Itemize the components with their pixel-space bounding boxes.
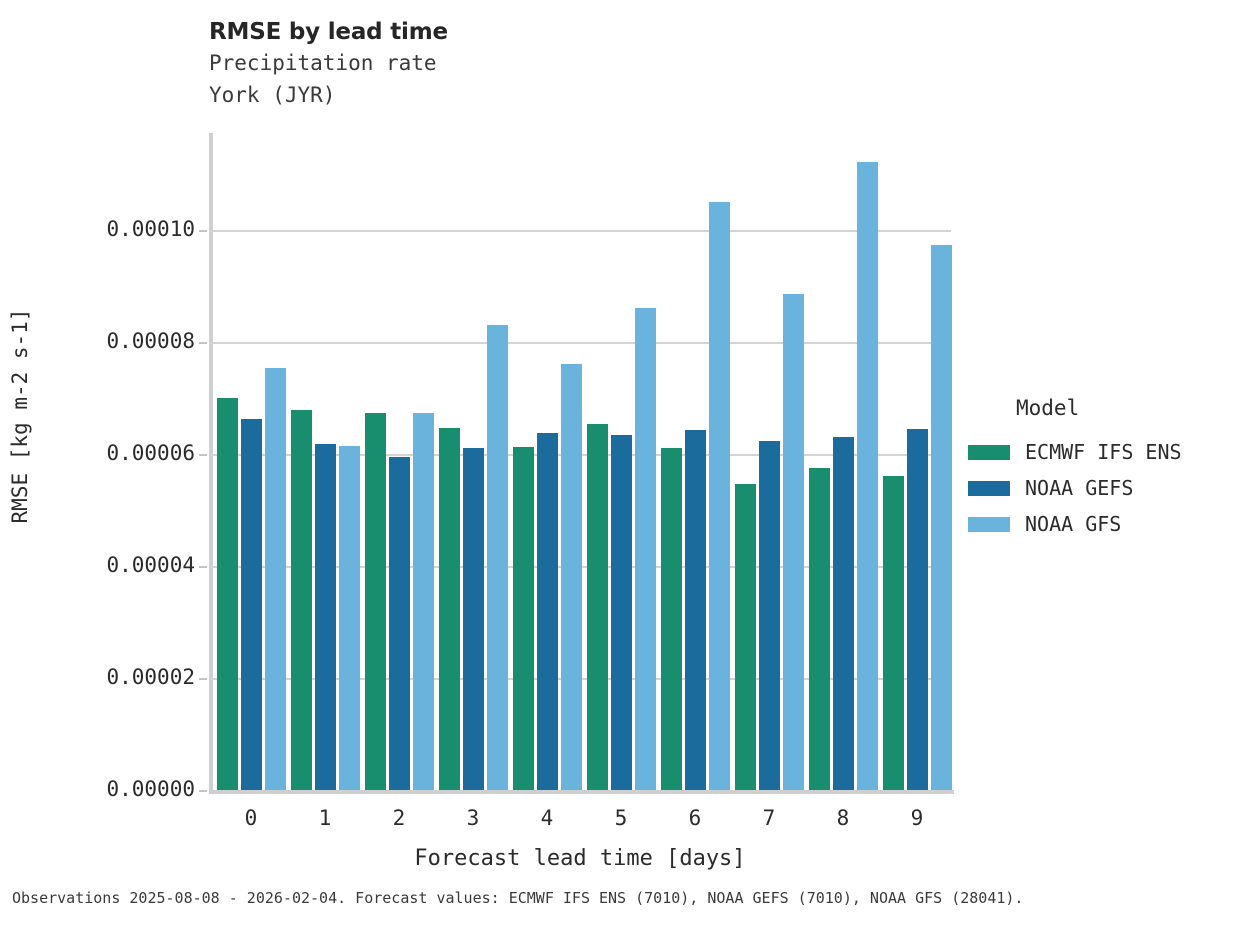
- bar[interactable]: [759, 441, 780, 790]
- title-block: RMSE by lead time Precipitation rate Yor…: [209, 18, 448, 111]
- chart-subtitle: Precipitation rate: [209, 51, 437, 75]
- y-axis-tick-labels: 0.00000 0.00002 0.00004 0.00006 0.00008 0.000…: [0, 0, 195, 928]
- y-tick-label: 0.00000: [106, 777, 195, 801]
- bar[interactable]: [833, 437, 854, 790]
- legend: Model ECMWF IFS ENS NOAA GEFS NOAA GFS: [968, 396, 1248, 542]
- chart-location: York (JYR): [209, 83, 336, 107]
- bar[interactable]: [685, 429, 706, 790]
- bar[interactable]: [265, 367, 286, 790]
- y-tick-mark: [199, 678, 207, 680]
- y-axis-spine: [209, 133, 213, 794]
- gridline: [209, 230, 951, 232]
- bar[interactable]: [661, 448, 682, 790]
- x-tick-label: 7: [762, 806, 776, 830]
- bar[interactable]: [561, 364, 582, 790]
- bar[interactable]: [339, 446, 360, 790]
- y-tick-mark: [199, 342, 207, 344]
- bar[interactable]: [463, 447, 484, 790]
- legend-rows: ECMWF IFS ENS NOAA GEFS NOAA GFS: [968, 434, 1248, 542]
- y-tick-label: 0.00008: [106, 329, 195, 353]
- x-tick-label: 2: [392, 806, 406, 830]
- y-axis-title: RMSE [kg m-2 s-1]: [8, 308, 32, 524]
- x-axis-spine: [209, 790, 954, 794]
- x-tick-label: 3: [466, 806, 480, 830]
- bar[interactable]: [635, 308, 656, 790]
- x-tick-label: 6: [688, 806, 702, 830]
- bar[interactable]: [735, 484, 756, 790]
- y-tick-mark: [199, 230, 207, 232]
- legend-item[interactable]: NOAA GFS: [968, 506, 1248, 542]
- y-tick-mark: [199, 790, 207, 792]
- bar[interactable]: [587, 424, 608, 790]
- bar[interactable]: [857, 162, 878, 790]
- bar[interactable]: [291, 410, 312, 790]
- legend-swatch-icon: [968, 480, 1010, 496]
- legend-swatch-icon: [968, 516, 1010, 532]
- page-title: RMSE by lead time: [209, 19, 448, 45]
- x-axis-title: Forecast lead time [days]: [414, 846, 746, 871]
- gridline: [209, 342, 951, 344]
- bar[interactable]: [513, 446, 534, 790]
- bar[interactable]: [537, 432, 558, 790]
- y-tick-mark: [199, 566, 207, 568]
- legend-item[interactable]: ECMWF IFS ENS: [968, 434, 1248, 470]
- figure-caption: Observations 2025-08-08 - 2026-02-04. Fo…: [12, 889, 1024, 907]
- y-tick-label: 0.00002: [106, 665, 195, 689]
- legend-item-label: NOAA GFS: [1025, 512, 1122, 536]
- x-tick-label: 9: [910, 806, 924, 830]
- legend-swatch-icon: [968, 444, 1010, 460]
- bar[interactable]: [907, 428, 928, 790]
- bar[interactable]: [439, 428, 460, 790]
- legend-item-label: ECMWF IFS ENS: [1025, 440, 1182, 464]
- y-tick-label: 0.00010: [106, 217, 195, 241]
- legend-item[interactable]: NOAA GEFS: [968, 470, 1248, 506]
- y-tick-label: 0.00004: [106, 553, 195, 577]
- bar[interactable]: [809, 468, 830, 790]
- bar[interactable]: [365, 412, 386, 790]
- y-tick-mark: [199, 454, 207, 456]
- bar[interactable]: [931, 244, 952, 790]
- plot-area: [199, 133, 952, 792]
- y-tick-label: 0.00006: [106, 441, 195, 465]
- bar[interactable]: [217, 398, 238, 790]
- bar[interactable]: [241, 419, 262, 790]
- bar[interactable]: [315, 443, 336, 790]
- bar[interactable]: [783, 294, 804, 790]
- x-tick-label: 8: [836, 806, 850, 830]
- x-tick-label: 4: [540, 806, 554, 830]
- bar[interactable]: [709, 202, 730, 790]
- legend-item-label: NOAA GEFS: [1025, 476, 1134, 500]
- legend-title: Model: [1016, 396, 1080, 420]
- x-tick-label: 5: [614, 806, 628, 830]
- x-tick-label: 1: [318, 806, 332, 830]
- bar[interactable]: [611, 434, 632, 790]
- bar[interactable]: [389, 456, 410, 790]
- x-tick-label: 0: [244, 806, 258, 830]
- bar[interactable]: [883, 475, 904, 790]
- bar[interactable]: [487, 325, 508, 790]
- bar[interactable]: [413, 413, 434, 790]
